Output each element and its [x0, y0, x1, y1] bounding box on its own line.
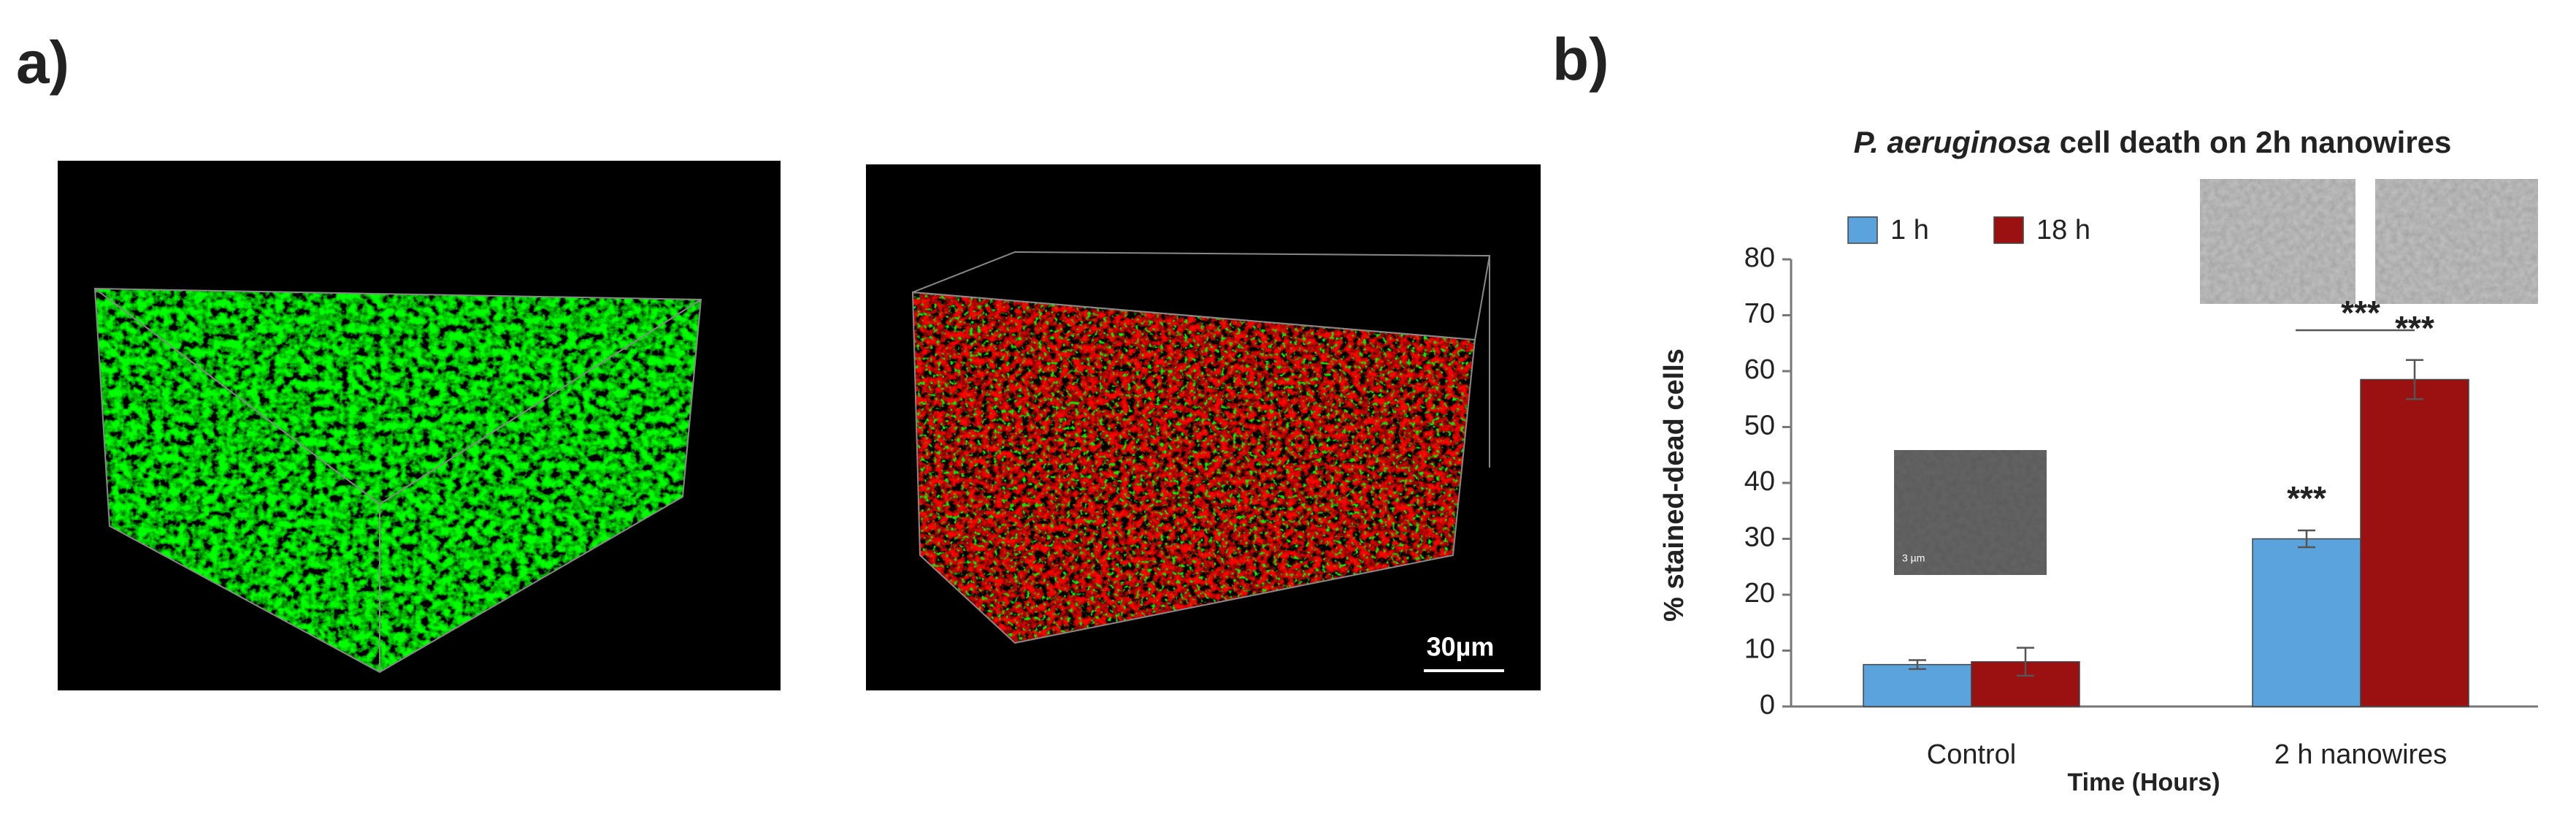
- title-part: P. aeruginosa: [1854, 125, 2051, 159]
- legend-label: 1 h: [1890, 215, 1929, 245]
- chart-title: P. aeruginosa cell death on 2h nanowires: [1854, 125, 2452, 159]
- sem-inset: 3 µm: [1894, 450, 2047, 575]
- x-tick-label: 2 h nanowires: [2274, 739, 2447, 770]
- y-axis-label: % stained-dead cells: [1659, 348, 1690, 622]
- y-tick-label: 10: [1744, 634, 1775, 665]
- y-tick-label: 40: [1744, 466, 1775, 497]
- bar: [2252, 538, 2361, 707]
- bar: [2360, 378, 2469, 707]
- significance-mark: ***: [2395, 309, 2434, 347]
- scale-bar-label: 30µm: [1427, 632, 1495, 662]
- y-tick-label: 50: [1744, 411, 1775, 441]
- x-tick-label: Control: [1927, 739, 2017, 770]
- x-axis-label: Time (Hours): [2067, 769, 2220, 796]
- y-tick-label: 30: [1744, 522, 1775, 553]
- y-tick-label: 80: [1744, 243, 1775, 273]
- title-part: cell death on 2h nanowires: [2060, 125, 2452, 159]
- microscopy-image: [58, 161, 781, 690]
- inset-scale-label: 3 µm: [1902, 552, 1925, 564]
- legend-swatch: [1993, 216, 2024, 244]
- y-tick-label: 60: [1744, 354, 1775, 385]
- legend-label: 18 h: [2036, 215, 2090, 245]
- panel-label: a): [16, 30, 69, 96]
- significance-mark: ***: [2341, 294, 2380, 332]
- legend-swatch: [1847, 216, 1878, 244]
- microscopy-image: 30µm: [866, 164, 1541, 690]
- sem-inset: [2200, 179, 2538, 304]
- panel-label: b): [1552, 27, 1609, 94]
- y-tick-label: 70: [1744, 299, 1775, 329]
- y-tick-label: 0: [1760, 690, 1775, 720]
- significance-mark: ***: [2287, 479, 2326, 517]
- bar: [1863, 663, 1972, 707]
- y-tick-label: 20: [1744, 578, 1775, 609]
